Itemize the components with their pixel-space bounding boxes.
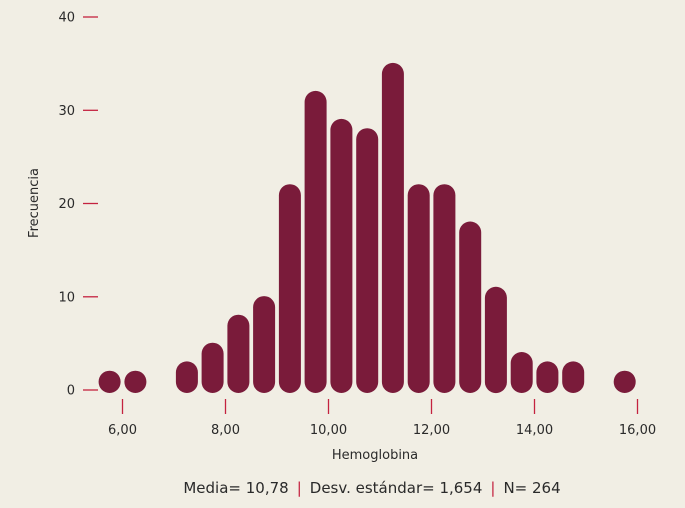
x-tick-label: 14,00 bbox=[516, 423, 553, 438]
histogram-bar bbox=[253, 296, 276, 393]
x-tick-label: 6,00 bbox=[108, 423, 137, 438]
y-tick-label: 10 bbox=[58, 290, 75, 305]
summary-line: Media= 10,78 | Desv. estándar= 1,654 | N= 26… bbox=[183, 479, 560, 497]
y-tick-label: 20 bbox=[58, 197, 75, 212]
x-axis: 6,00 8,00 10,00 12,00 14,00 16,00 bbox=[108, 399, 656, 438]
y-axis-title: Frecuencia bbox=[27, 168, 42, 238]
histogram-bar bbox=[536, 361, 559, 393]
summary-separator-2: | bbox=[490, 479, 495, 497]
histogram-bar bbox=[330, 118, 353, 394]
histogram-bar bbox=[175, 361, 198, 393]
x-tick-label: 8,00 bbox=[211, 423, 240, 438]
histogram-bar bbox=[407, 184, 430, 393]
histogram-bar bbox=[433, 184, 456, 393]
histogram-bar bbox=[356, 128, 379, 393]
summary-separator-1: | bbox=[297, 479, 302, 497]
summary-desv: Desv. estándar= 1,654 bbox=[310, 479, 483, 497]
histogram-bar bbox=[613, 370, 636, 393]
y-tick-label: 40 bbox=[58, 11, 75, 26]
histogram-bar bbox=[484, 286, 507, 394]
histogram-bar bbox=[304, 90, 327, 394]
bars-layer bbox=[98, 62, 636, 394]
y-tick-label: 30 bbox=[58, 104, 75, 119]
histogram-bar bbox=[562, 361, 585, 393]
histogram-bar bbox=[278, 184, 301, 393]
histogram-bar bbox=[459, 221, 482, 393]
histogram-bar bbox=[510, 352, 533, 393]
summary-n: N= 264 bbox=[503, 479, 560, 497]
summary-media: Media= 10,78 bbox=[183, 479, 288, 497]
histogram-bar bbox=[227, 314, 250, 393]
histogram-bar bbox=[98, 370, 121, 393]
x-tick-label: 12,00 bbox=[413, 423, 450, 438]
y-axis: 0 10 20 30 40 bbox=[58, 11, 98, 399]
x-axis-title: Hemoglobina bbox=[332, 448, 418, 463]
x-tick-label: 10,00 bbox=[310, 423, 347, 438]
y-tick-label: 0 bbox=[67, 384, 75, 399]
histogram-bar bbox=[201, 342, 224, 393]
histogram-bar bbox=[381, 62, 404, 394]
x-tick-label: 16,00 bbox=[619, 423, 656, 438]
histogram-bar bbox=[124, 370, 147, 393]
